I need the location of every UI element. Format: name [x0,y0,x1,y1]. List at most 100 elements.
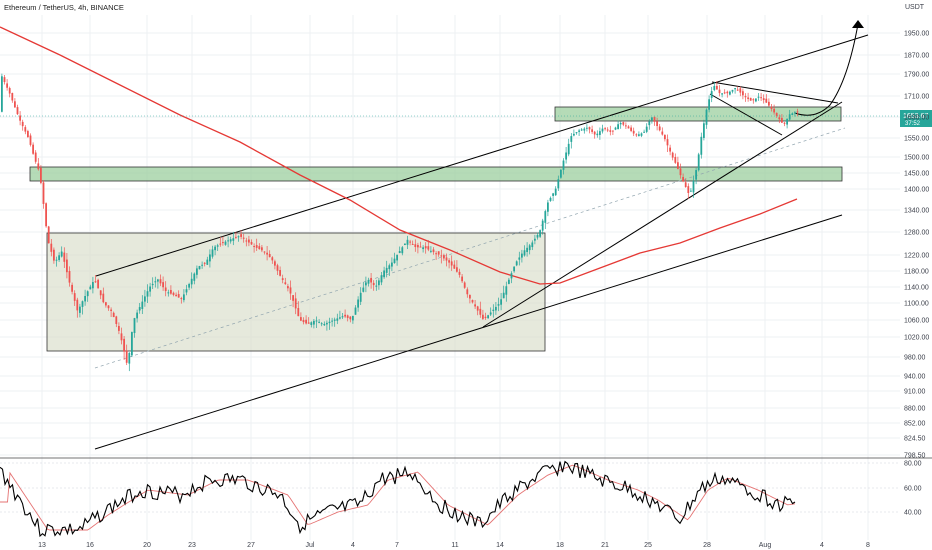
date-tick-label: 16 [86,542,94,549]
candle-up [541,220,544,231]
candle-down [762,98,765,101]
candle-up [580,129,583,131]
candle-down [432,249,435,253]
candle-up [708,99,710,110]
pennant-top-line [711,81,839,104]
price-tick-label: 910.00 [904,389,926,396]
date-tick-label: 21 [601,542,609,549]
candle-down [609,130,612,132]
candle-up [521,253,523,258]
candle-up [599,131,601,135]
candle-down [627,126,630,129]
candle-up [422,247,424,250]
candle-down [669,147,671,152]
candle-down [440,255,443,257]
candle-up [393,258,396,264]
price-tick-label: 798.50 [904,453,926,460]
candle-down [458,271,461,275]
candle-up [703,123,705,138]
candle-up [310,322,313,325]
rsi-axis: 80.00 60.00 40.00 [904,461,922,517]
candle-down [50,243,53,252]
candle-down [37,163,40,170]
candle-down [94,281,97,283]
candle-up [534,238,536,241]
candle-up [544,211,547,223]
candle-up [1,76,3,112]
candle-up [567,143,570,155]
candle-up [198,266,201,270]
candle-down [427,246,430,250]
candle-up [229,239,232,242]
candle-down [456,267,458,272]
candle-up [79,306,81,313]
candle-down [300,317,302,321]
candle-up [729,91,731,95]
date-tick-label: Jul [306,542,315,549]
candle-up [365,282,367,286]
candle-down [68,271,71,283]
candle-up [89,286,92,290]
moving-average-line [0,26,798,285]
candle-down [6,83,8,88]
candle-down [450,261,453,266]
price-tick-label: 1180.00 [904,269,929,276]
candle-up [55,259,58,261]
date-tick-label: 13 [38,542,46,549]
candle-down [448,260,450,263]
candle-up [388,265,391,270]
price-tick-label: 1280.00 [904,230,929,237]
candle-up [328,321,331,324]
candle-up [196,268,198,275]
candle-up [552,193,554,196]
candle-down [747,97,749,99]
candle-up [232,238,235,241]
candle-up [362,287,365,292]
candle-down [349,316,352,320]
candle-down [42,182,45,204]
candle-down [222,242,224,244]
candle-up [500,299,502,305]
candle-up [731,89,734,92]
date-tick-label: 18 [556,542,564,549]
candle-down [107,305,110,309]
candle-down [679,168,682,176]
candle-up [721,93,723,95]
candle-down [175,294,177,297]
candle-up [692,180,695,193]
date-tick-label: 23 [188,542,196,549]
candle-down [682,176,684,182]
candle-up [183,294,185,301]
candle-up [323,323,326,326]
candle-up [151,283,154,286]
candle-down [66,259,68,273]
candle-down [24,127,27,132]
candle-up [216,245,219,247]
candle-up [648,121,651,126]
candle-up [136,312,138,319]
date-tick-label: 7 [395,542,399,549]
candle-up [354,307,357,315]
candle-up [515,261,518,266]
price-tick-label: 824.50 [904,436,926,443]
candle-up [690,190,692,192]
candle-down [656,121,658,127]
candle-up [794,112,796,114]
pennant-bottom-line [709,93,783,136]
candle-up [149,286,151,292]
candle-down [292,295,294,301]
candle-up [378,280,380,286]
candle-down [120,333,123,341]
price-tick-label: 1100.00 [904,301,929,308]
candle-down [261,247,263,251]
candle-down [474,304,476,307]
candle-down [118,325,120,331]
candle-down [635,134,638,136]
candle-down [666,139,669,146]
candle-up [619,122,622,125]
candle-down [266,252,268,255]
candle-up [359,292,362,302]
price-axis: 1950.00 1870.00 1790.00 1710.00 1630.00 1550.… [904,31,929,460]
price-tick-label: 1550.00 [904,136,929,143]
